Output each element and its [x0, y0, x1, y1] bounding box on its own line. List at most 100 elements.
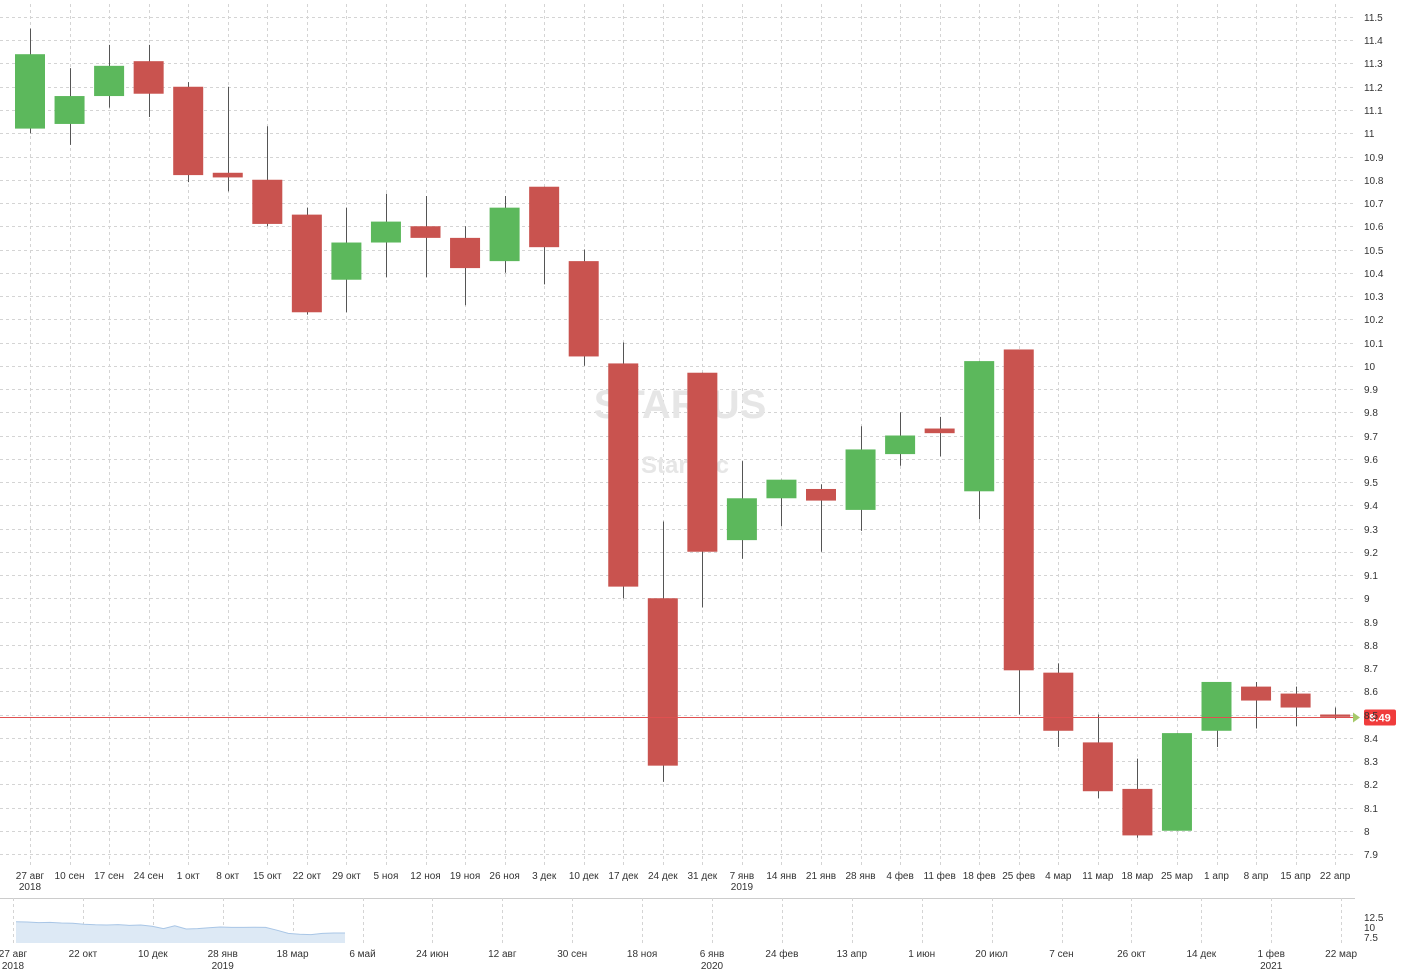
- y-tick-label: 10.5: [1364, 246, 1384, 257]
- x-tick-label: 15 окт: [253, 871, 282, 882]
- candle-down: [1003, 349, 1034, 715]
- y-tick-label: 9.7: [1364, 432, 1378, 443]
- navigator-x-tick: 7 сен: [1049, 949, 1073, 960]
- navigator-x-tick: 14 дек: [1186, 949, 1216, 960]
- candle-down: [1043, 663, 1074, 748]
- navigator-year-label: 2021: [1260, 961, 1283, 972]
- y-axis: 7.9 8 8.1 8.2 8.3 8.4 8.5 8.6 8.7 8.8 8.9 9 9.1 9.2 9.…: [1364, 13, 1384, 861]
- x-tick-label: 5 ноя: [374, 871, 399, 882]
- navigator-x-tick: 24 июн: [416, 949, 449, 960]
- x-tick-label: 22 апр: [1320, 871, 1351, 882]
- candle-body: [1280, 693, 1311, 708]
- candle-body: [1201, 681, 1232, 731]
- candle-body: [15, 54, 45, 129]
- candle-up: [766, 479, 797, 527]
- candle-down: [529, 186, 560, 285]
- last-price-marker: [1353, 712, 1360, 723]
- x-tick-label: 11 фев: [924, 870, 956, 882]
- candle-body: [1082, 742, 1113, 792]
- candle-down: [173, 82, 204, 183]
- navigator-area: [16, 921, 345, 943]
- y-tick-label: 8.6: [1364, 687, 1378, 698]
- navigator-x-tick: 22 мар: [1325, 949, 1357, 960]
- candle-body: [1122, 788, 1153, 836]
- y-tick-label: 9.8: [1364, 408, 1378, 419]
- x-tick-label: 1 апр: [1204, 871, 1229, 882]
- navigator-y-tick: 7.5: [1364, 933, 1378, 944]
- y-tick-label: 11.4: [1364, 36, 1383, 47]
- x-tick-label: 3 дек: [532, 871, 557, 882]
- candle-body: [1241, 686, 1272, 701]
- candle-body: [291, 214, 322, 313]
- x-tick-label: 22 окт: [293, 871, 322, 882]
- x-tick-label: 12 ноя: [410, 871, 440, 882]
- y-tick-label: 10.8: [1364, 176, 1384, 187]
- candle-down: [133, 44, 164, 117]
- navigator-x-tick: 1 фев: [1257, 948, 1284, 960]
- candle-body: [1320, 714, 1351, 717]
- x-tick-label: 26 ноя: [489, 871, 519, 882]
- candle-down: [252, 126, 283, 227]
- x-tick-label: 29 окт: [332, 871, 361, 882]
- y-tick-label: 10: [1364, 362, 1376, 373]
- candle-down: [924, 416, 955, 457]
- y-tick-label: 10.2: [1364, 315, 1384, 326]
- x-tick-label: 10 дек: [569, 871, 599, 882]
- candles: [15, 28, 1351, 838]
- y-tick-label: 11.1: [1364, 106, 1383, 117]
- y-tick-label: 9.4: [1364, 501, 1378, 512]
- candle-body: [252, 179, 283, 224]
- x-tick-label: 15 апр: [1280, 871, 1311, 882]
- candle-body: [331, 242, 362, 280]
- navigator-x-tick: 6 янв: [700, 949, 725, 960]
- navigator-x-tick: 10 дек: [138, 949, 168, 960]
- x-tick-label: 4 мар: [1045, 871, 1072, 882]
- candle-up: [489, 196, 520, 273]
- candle-body: [1003, 349, 1034, 671]
- navigator-x-tick: 30 сен: [557, 949, 587, 960]
- candle-up: [1161, 733, 1192, 831]
- x-tick-label: 24 дек: [648, 871, 678, 882]
- x-tick-label: 21 янв: [806, 871, 836, 882]
- candle-down: [806, 484, 836, 552]
- candle-body: [529, 186, 560, 248]
- x-tick-label: 28 янв: [845, 871, 875, 882]
- candle-body: [687, 372, 718, 552]
- candle-body: [885, 435, 916, 455]
- candle-body: [726, 498, 757, 541]
- x-tick-label: 8 окт: [216, 871, 239, 882]
- y-tick-label: 9.9: [1364, 385, 1378, 396]
- y-tick-label: 10.6: [1364, 222, 1384, 233]
- candle-body: [489, 207, 520, 262]
- y-tick-label: 9.1: [1364, 571, 1378, 582]
- navigator-x-tick: 22 окт: [69, 949, 98, 960]
- y-tick-label: 10.9: [1364, 153, 1384, 164]
- x-tick-label: 31 дек: [688, 871, 718, 882]
- candle-body: [1043, 672, 1074, 731]
- candle-up: [1201, 681, 1232, 748]
- y-tick-label: 8.9: [1364, 618, 1378, 629]
- candle-body: [568, 261, 599, 357]
- candle-down: [647, 521, 678, 782]
- x-axis: 27 авг 10 сен 17 сен 24 сен 1 окт 8 окт 15 окт…: [16, 870, 1351, 893]
- navigator-x-tick: 20 июл: [975, 949, 1008, 960]
- candle-up: [845, 426, 876, 531]
- candle-down: [450, 226, 481, 306]
- candle-body: [608, 363, 639, 587]
- candle-down: [1241, 681, 1272, 729]
- navigator-y-tick: 12.5: [1364, 913, 1384, 924]
- candle-body: [94, 65, 125, 97]
- y-tick-label: 11.5: [1364, 13, 1383, 24]
- candle-down: [1280, 686, 1311, 727]
- candle-up: [964, 361, 995, 520]
- x-tick-label: 25 мар: [1161, 871, 1193, 882]
- navigator-x-tick: 6 май: [349, 949, 375, 960]
- y-tick-label: 8.5: [1364, 711, 1378, 722]
- y-tick-label: 8: [1364, 827, 1370, 838]
- candle-down: [410, 196, 441, 278]
- candle-body: [133, 61, 164, 94]
- candle-up: [15, 28, 45, 134]
- navigator-year-label: 2018: [2, 961, 25, 972]
